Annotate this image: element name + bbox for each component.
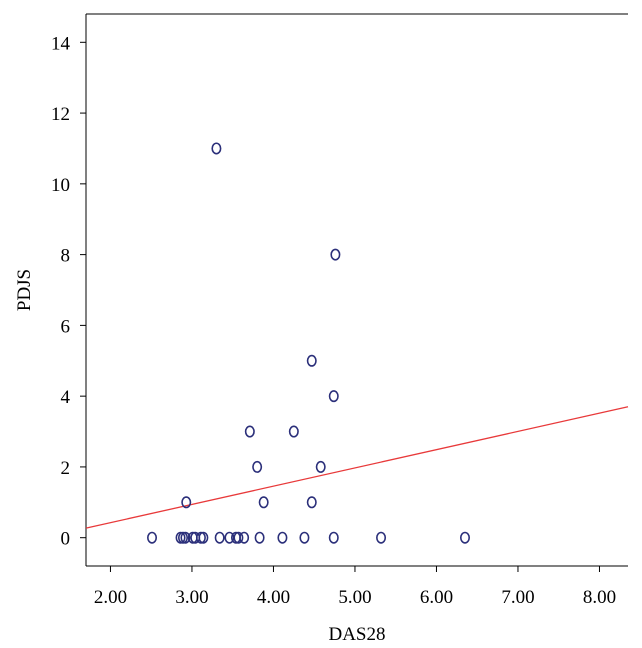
y-tick-label: 8 (61, 246, 71, 267)
y-tick-label: 6 (61, 316, 71, 337)
data-point (211, 142, 222, 155)
fit-line-group (85, 406, 629, 529)
data-point (258, 496, 269, 509)
x-axis-ticks: 2.00 3.00 4.00 5.00 6.00 7.00 8.00 (94, 566, 616, 608)
x-tick-label: 8.00 (583, 587, 616, 608)
x-tick-label: 6.00 (420, 587, 453, 608)
data-points (147, 142, 470, 544)
y-tick-label: 0 (61, 529, 71, 550)
x-tick-label: 3.00 (175, 587, 208, 608)
data-point (214, 531, 225, 544)
data-point (254, 531, 265, 544)
x-axis-label: DAS28 (328, 624, 385, 645)
x-tick-label: 2.00 (94, 587, 127, 608)
y-tick-label: 2 (61, 458, 71, 479)
y-tick-label: 4 (61, 387, 71, 408)
data-point (328, 390, 339, 403)
data-point (252, 460, 263, 473)
data-point (180, 531, 191, 544)
data-point (181, 496, 192, 509)
data-point (233, 531, 244, 544)
y-tick-label: 10 (51, 175, 70, 196)
data-point (306, 354, 317, 367)
y-tick-label: 12 (51, 104, 70, 125)
x-tick-label: 5.00 (338, 587, 371, 608)
data-point (328, 531, 339, 544)
y-axis-label: PDJS (14, 269, 35, 311)
data-point (315, 460, 326, 473)
data-point (277, 531, 288, 544)
y-axis-ticks: 0 2 4 6 8 10 12 14 (51, 33, 86, 550)
x-tick-label: 4.00 (257, 587, 290, 608)
data-point (299, 531, 310, 544)
data-point (198, 531, 209, 544)
data-point (376, 531, 387, 544)
data-point (244, 425, 255, 438)
x-tick-label: 7.00 (501, 587, 534, 608)
y-tick-label: 14 (51, 33, 71, 54)
plot-area (85, 13, 628, 567)
data-point (147, 531, 158, 544)
fit-line (85, 406, 629, 529)
data-point (306, 496, 317, 509)
data-point (239, 531, 250, 544)
data-point (288, 425, 299, 438)
data-point (330, 248, 341, 261)
data-point (459, 531, 470, 544)
